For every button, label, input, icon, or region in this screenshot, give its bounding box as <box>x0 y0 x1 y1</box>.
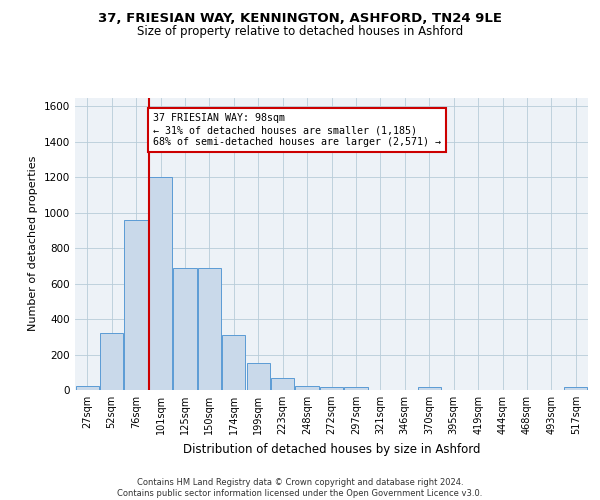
Bar <box>100 334 123 390</box>
Text: Contains HM Land Registry data © Crown copyright and database right 2024.
Contai: Contains HM Land Registry data © Crown c… <box>118 478 482 498</box>
Bar <box>271 378 294 390</box>
Bar <box>247 362 270 390</box>
Bar <box>149 178 172 390</box>
Text: Size of property relative to detached houses in Ashford: Size of property relative to detached ho… <box>137 25 463 38</box>
Bar <box>173 268 197 390</box>
Bar <box>76 386 99 390</box>
Text: 37, FRIESIAN WAY, KENNINGTON, ASHFORD, TN24 9LE: 37, FRIESIAN WAY, KENNINGTON, ASHFORD, T… <box>98 12 502 26</box>
Bar <box>344 388 368 390</box>
Bar <box>124 220 148 390</box>
Y-axis label: Number of detached properties: Number of detached properties <box>28 156 38 332</box>
Bar <box>198 268 221 390</box>
Bar <box>320 388 343 390</box>
Bar <box>418 388 441 390</box>
Bar <box>295 386 319 390</box>
X-axis label: Distribution of detached houses by size in Ashford: Distribution of detached houses by size … <box>183 442 480 456</box>
Text: 37 FRIESIAN WAY: 98sqm
← 31% of detached houses are smaller (1,185)
68% of semi-: 37 FRIESIAN WAY: 98sqm ← 31% of detached… <box>152 114 440 146</box>
Bar <box>222 335 245 390</box>
Bar <box>564 388 587 390</box>
